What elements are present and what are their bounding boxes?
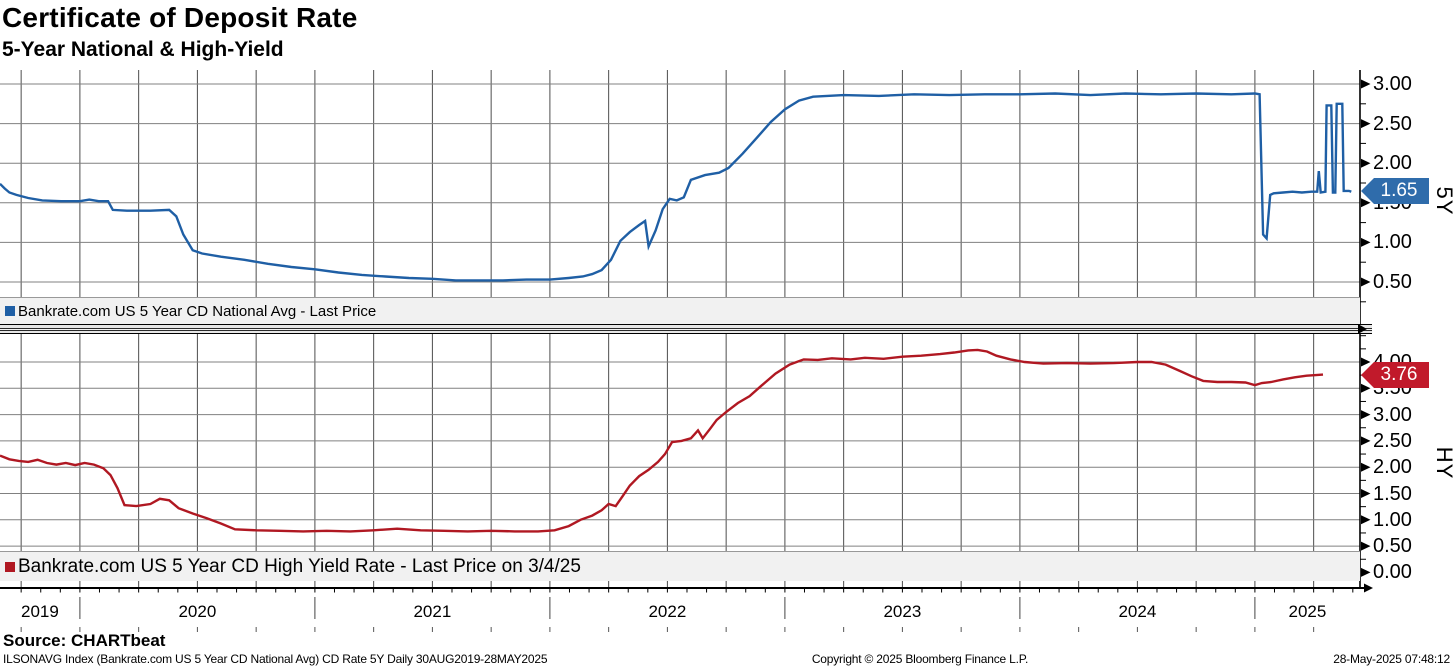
y-axis-tick-label: 2.00 (1373, 456, 1412, 479)
y-axis-tick-arrow-icon (1361, 462, 1371, 472)
panel-splitter[interactable] (0, 324, 1372, 334)
legend-high-yield[interactable]: Bankrate.com US 5 Year CD High Yield Rat… (0, 551, 1360, 581)
y-axis-tick-arrow-icon (1361, 119, 1371, 129)
high-yield-last-price-badge: 3.76 (1361, 362, 1429, 388)
y-axis-tick-arrow-icon (1361, 541, 1371, 551)
y-axis-tick-arrow-icon (1361, 410, 1371, 420)
x-axis-year-label: 2021 (413, 602, 452, 621)
y-axis-tick-arrow-icon (1361, 79, 1371, 89)
x-axis-year-label: 2023 (883, 602, 922, 621)
national-series-swatch (5, 306, 15, 316)
y-axis-tick-arrow-icon (1361, 515, 1371, 525)
y-axis-tick-label: 1.00 (1373, 508, 1412, 531)
x-axis-year-label: 2024 (1118, 602, 1157, 621)
legend-national[interactable]: Bankrate.com US 5 Year CD National Avg -… (0, 297, 1360, 324)
page-subtitle: 5-Year National & High-Yield (2, 38, 284, 61)
y-axis-tick-arrow-icon (1361, 357, 1371, 367)
x-axis-year-label: 2025 (1288, 602, 1327, 621)
y-axis-tick-label: 0.50 (1373, 271, 1412, 293)
y-axis-tick-arrow-icon (1361, 198, 1371, 208)
x-axis-arrow-icon (1364, 583, 1373, 593)
high-yield-line (0, 348, 1324, 533)
y-axis-tick-label: 1.00 (1373, 231, 1412, 254)
y-axis-tick-label: 3.00 (1373, 403, 1412, 426)
x-axis-year-label: 2022 (648, 602, 687, 621)
x-axis-year-label: 2019 (21, 602, 59, 621)
y-axis-tick-arrow-icon (1361, 383, 1371, 393)
y-axis-tick-arrow-icon (1361, 237, 1371, 247)
y-axis-tick-arrow-icon (1361, 158, 1371, 168)
page-title: Certificate of Deposit Rate (2, 2, 358, 33)
national-last-price-value: 1.65 (1380, 180, 1418, 201)
security-info: ILSONAVG Index (Bankrate.com US 5 Year C… (3, 652, 548, 666)
y-axis-tick-arrow-icon (1361, 436, 1371, 446)
y-axis-tick-label: 2.50 (1373, 429, 1412, 452)
y-axis-tick-arrow-icon (1361, 489, 1371, 498)
y-axis-tick-arrow-icon (1361, 567, 1371, 577)
y-axis-tick-label: 2.50 (1373, 112, 1412, 135)
x-axis-year-label: 2020 (178, 602, 217, 621)
splitter-arrow-icon (1358, 324, 1367, 334)
national-avg-line (0, 92, 1352, 282)
timestamp: 28-May-2025 07:48:12 (1333, 652, 1450, 666)
axis-title-5y: 5Y (1432, 186, 1456, 216)
axis-title-hy: HY (1432, 446, 1456, 480)
legend-national-label: Bankrate.com US 5 Year CD National Avg -… (18, 302, 377, 320)
high-yield-last-price-value: 3.76 (1380, 364, 1418, 385)
y-axis-tick-label: 0.00 (1373, 561, 1412, 584)
source-note: Source: CHARTbeat (3, 631, 166, 650)
y-axis-tick-arrow-icon (1361, 277, 1371, 287)
y-axis-tick-label: 2.00 (1373, 152, 1412, 175)
y-axis-tick-label: 1.50 (1373, 482, 1412, 505)
national-last-price-badge: 1.65 (1361, 178, 1429, 204)
legend-high-yield-label: Bankrate.com US 5 Year CD High Yield Rat… (18, 555, 581, 577)
copyright-note: Copyright © 2025 Bloomberg Finance L.P. (811, 652, 1029, 666)
y-axis-tick-label: 3.00 (1373, 73, 1412, 95)
high-yield-series-swatch (5, 561, 15, 572)
y-axis-tick-label: 0.50 (1373, 535, 1412, 558)
